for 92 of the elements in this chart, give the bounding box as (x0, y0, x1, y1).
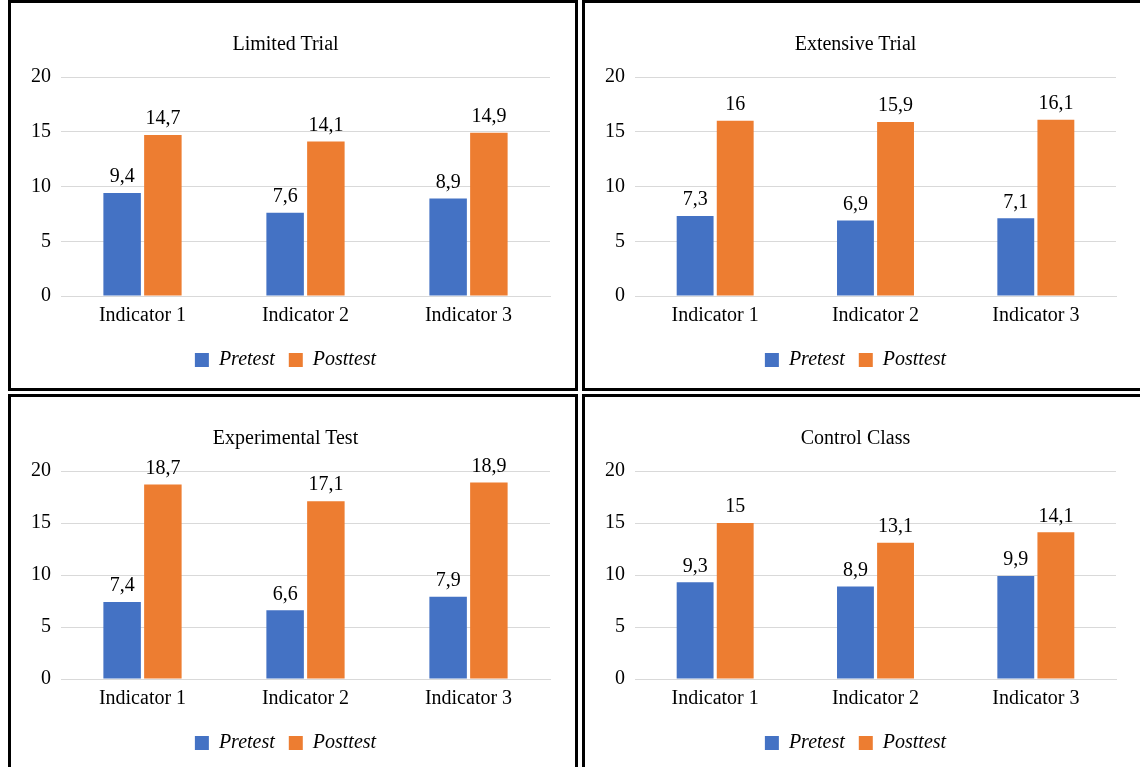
y-tick-label: 15 (605, 119, 625, 141)
bar (716, 120, 754, 296)
y-tick-label: 0 (615, 283, 625, 306)
y-tick-label: 0 (41, 283, 51, 306)
x-tick-label: Indicator 2 (261, 686, 350, 709)
data-label: 14,7 (145, 106, 181, 129)
bar (144, 135, 182, 296)
data-label: 7,3 (682, 187, 708, 210)
bar (997, 218, 1035, 296)
legend-label: Posttest (311, 730, 377, 753)
data-label: 8,9 (842, 557, 868, 580)
data-label: 6,6 (272, 581, 298, 604)
data-label: 16 (725, 92, 746, 115)
y-tick-label: 0 (615, 666, 625, 689)
data-label: 9,3 (682, 553, 708, 576)
x-tick-label: Indicator 3 (992, 303, 1080, 326)
data-label: 15 (725, 494, 746, 517)
data-label: 6,9 (842, 191, 868, 214)
data-label: 7,4 (109, 573, 135, 596)
bar (470, 132, 508, 296)
data-label: 14,9 (471, 104, 507, 127)
bar (307, 141, 345, 296)
x-tick-label: Indicator 3 (992, 686, 1080, 709)
x-tick-label: Indicator 1 (671, 686, 759, 709)
data-label: 14,1 (1038, 503, 1074, 526)
y-tick-label: 20 (605, 64, 625, 87)
bar (877, 121, 914, 296)
data-label: 9,9 (1003, 547, 1029, 570)
y-tick-label: 5 (615, 228, 625, 251)
x-tick-label: Indicator 3 (424, 303, 513, 326)
bar (429, 596, 467, 679)
data-label: 7,9 (435, 568, 461, 591)
x-tick-label: Indicator 2 (831, 686, 920, 709)
data-label: 7,1 (1003, 189, 1029, 212)
data-label: 14,1 (308, 112, 344, 135)
bar (266, 212, 304, 296)
y-tick-label: 10 (605, 562, 625, 585)
bar (676, 216, 714, 296)
bar (837, 586, 874, 679)
y-tick-label: 0 (41, 666, 51, 689)
x-tick-label: Indicator 3 (424, 686, 513, 709)
legend-label: Pretest (787, 347, 846, 370)
x-tick-label: Indicator 2 (831, 303, 920, 326)
y-tick-label: 10 (31, 562, 51, 585)
y-tick-label: 20 (31, 64, 51, 87)
bar (103, 602, 141, 679)
x-tick-label: Indicator 1 (98, 686, 187, 709)
data-label: 15,9 (878, 93, 914, 116)
bar (997, 576, 1035, 679)
y-tick-label: 10 (31, 173, 51, 196)
bar (470, 482, 508, 679)
bar (1037, 532, 1075, 679)
data-label: 13,1 (878, 514, 914, 537)
y-tick-label: 5 (41, 614, 51, 637)
y-tick-label: 5 (615, 614, 625, 637)
legend-label: Posttest (881, 730, 947, 753)
chart-title: Limited Trial (232, 32, 339, 55)
chart-title: Control Class (800, 426, 911, 449)
bar (1037, 119, 1075, 296)
data-label: 7,6 (272, 184, 298, 207)
y-tick-label: 5 (41, 228, 51, 251)
chart-title: Experimental Test (212, 426, 359, 450)
y-tick-label: 20 (605, 458, 625, 481)
bar (429, 198, 467, 296)
y-tick-label: 15 (31, 119, 51, 141)
legend-label: Pretest (217, 347, 276, 370)
data-label: 18,7 (145, 455, 181, 478)
x-tick-label: Indicator 1 (671, 303, 759, 326)
data-label: 8,9 (435, 169, 461, 192)
bar (716, 523, 754, 679)
x-tick-label: Indicator 1 (98, 303, 187, 326)
y-tick-label: 10 (605, 173, 625, 196)
x-tick-label: Indicator 2 (261, 303, 350, 326)
y-tick-label: 15 (31, 510, 51, 533)
legend-label: Posttest (881, 347, 947, 370)
legend-label: Pretest (787, 730, 846, 753)
bar (144, 484, 182, 679)
bar (676, 582, 714, 679)
y-tick-label: 15 (605, 510, 625, 533)
legend-label: Posttest (311, 347, 377, 370)
data-label: 18,9 (471, 453, 507, 476)
legend-label: Pretest (217, 730, 276, 753)
data-label: 9,4 (109, 164, 135, 187)
data-label: 16,1 (1038, 90, 1074, 113)
bar (307, 501, 345, 679)
y-tick-label: 20 (31, 458, 51, 481)
bar (837, 220, 874, 296)
bar (103, 193, 141, 296)
data-label: 17,1 (308, 472, 344, 495)
bar (877, 542, 914, 679)
bar (266, 610, 304, 679)
chart-title: Extensive Trial (794, 32, 917, 55)
